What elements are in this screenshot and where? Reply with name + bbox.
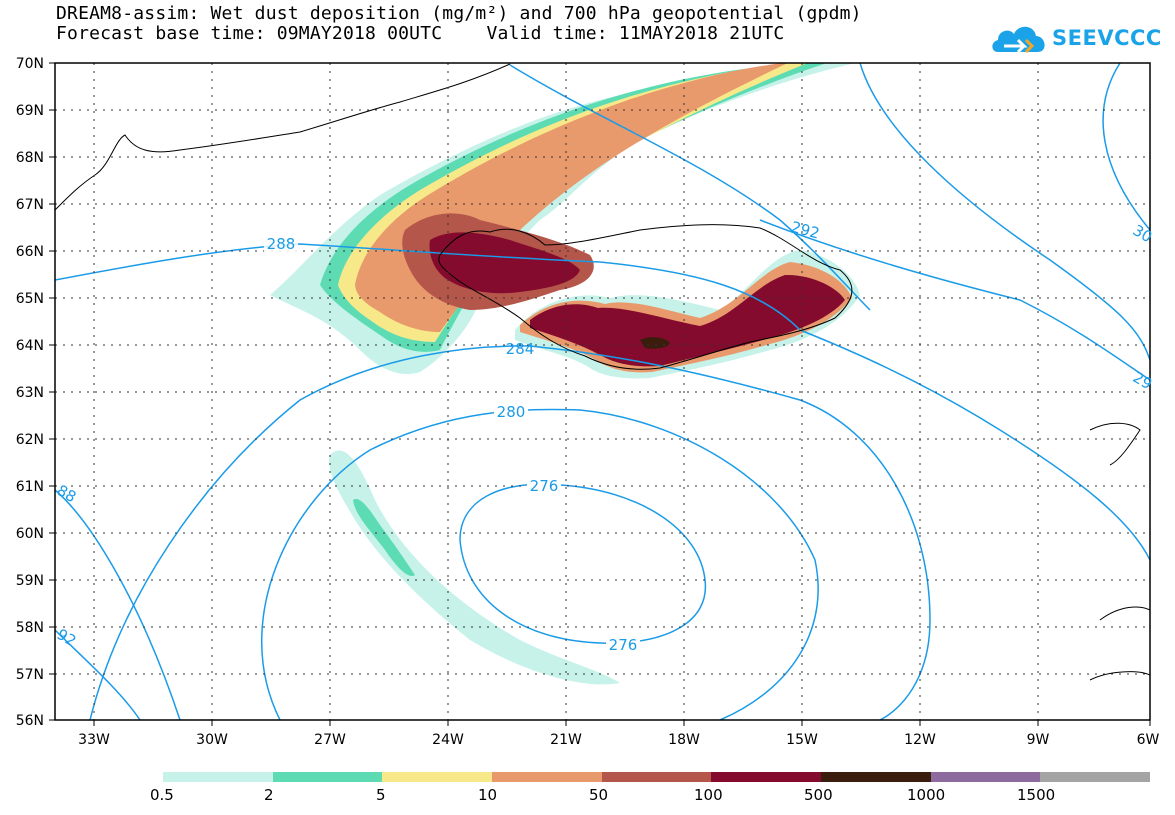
- lat-label: 58N: [16, 620, 44, 636]
- contour-label-92: 92: [54, 625, 80, 650]
- contour-284: [89, 345, 931, 720]
- legend-label: 0.5: [150, 786, 174, 804]
- lat-label: 70N: [16, 56, 44, 72]
- dust-south-streak-light: [329, 450, 620, 685]
- contour-ne-3: [1102, 63, 1150, 231]
- contour-label-29: 29: [1130, 368, 1156, 393]
- lon-label: 33W: [78, 732, 110, 748]
- cloud-icon: [992, 26, 1045, 54]
- contour-label-276: 276: [530, 477, 559, 495]
- dust-deposition-field: [270, 63, 860, 685]
- contour-label-288: 288: [267, 235, 296, 253]
- legend-label: 1000: [907, 786, 946, 804]
- lat-label: 66N: [16, 244, 44, 260]
- legend-swatch: [601, 772, 712, 782]
- lon-label: 6W: [1137, 732, 1160, 748]
- lat-label: 68N: [16, 150, 44, 166]
- dust-south-streak-core: [353, 499, 415, 576]
- contour-292-right: [759, 219, 1150, 381]
- legend-label: 1500: [1017, 786, 1056, 804]
- faroe-shetland-coast: [1089, 422, 1141, 466]
- lon-label: 21W: [550, 732, 582, 748]
- lat-label: 56N: [16, 713, 44, 729]
- contour-label-30: 30: [1130, 221, 1156, 246]
- greenland-coast: [55, 63, 511, 211]
- contour-ne-1: [509, 64, 871, 311]
- contour-276: [459, 483, 707, 644]
- color-legend-bar: [163, 772, 1151, 782]
- legend-swatch: [382, 772, 493, 782]
- contour-280: [260, 408, 819, 720]
- legend-swatch: [711, 772, 822, 782]
- longitude-labels: 33W 30W 27W 24W 21W 18W 15W 12W 9W 6W: [78, 732, 1159, 748]
- legend-swatch: [1040, 772, 1151, 782]
- contour-labels: 288 292 284 280 276 276 30 29 88 92: [54, 218, 1156, 654]
- forecast-time-subtitle: Forecast base time: 09MAY2018 00UTC Vali…: [56, 23, 785, 44]
- legend-swatch: [492, 772, 602, 782]
- lat-label: 65N: [16, 291, 44, 307]
- lat-label: 67N: [16, 197, 44, 213]
- legend-label: 500: [804, 786, 833, 804]
- lat-label: 63N: [16, 385, 44, 401]
- dust-south-darkest: [640, 337, 670, 349]
- lon-label: 24W: [432, 732, 464, 748]
- lat-label: 60N: [16, 526, 44, 542]
- contour-label-276: 276: [609, 636, 638, 654]
- coastlines: [55, 63, 1150, 681]
- lat-label: 61N: [16, 479, 44, 495]
- legend-swatch: [821, 772, 931, 782]
- logo-text: SEEVCCC: [1052, 26, 1162, 50]
- contour-label-292: 292: [789, 218, 821, 243]
- dust-core-west-dark: [429, 232, 580, 294]
- map-title: DREAM8-assim: Wet dust deposition (mg/m²…: [56, 3, 862, 24]
- lat-label: 69N: [16, 103, 44, 119]
- legend-label: 50: [589, 786, 609, 804]
- contour-label-88: 88: [54, 481, 80, 506]
- lon-label: 27W: [314, 732, 346, 748]
- lon-label: 9W: [1027, 732, 1050, 748]
- latitude-labels: 70N 69N 68N 67N 66N 65N 64N 63N 62N 61N …: [16, 56, 44, 729]
- lon-label: 15W: [786, 732, 818, 748]
- lat-label: 57N: [16, 667, 44, 683]
- legend-label: 100: [694, 786, 723, 804]
- lon-label: 12W: [904, 732, 936, 748]
- lon-label: 30W: [196, 732, 228, 748]
- lat-label: 64N: [16, 338, 44, 354]
- axis-ticks: [49, 62, 1151, 726]
- contour-label-284: 284: [506, 340, 535, 358]
- contour-label-280: 280: [497, 403, 526, 421]
- geopotential-contours: [55, 63, 1150, 720]
- legend-label: 10: [478, 786, 498, 804]
- legend-swatch: [163, 772, 273, 782]
- grid-lines: [55, 63, 1150, 720]
- iceland-coast: [438, 224, 853, 370]
- legend-swatch: [930, 772, 1041, 782]
- legend-label: 2: [264, 786, 274, 804]
- lat-label: 62N: [16, 432, 44, 448]
- contour-west-2: [55, 629, 141, 720]
- contour-west-1: [55, 489, 181, 720]
- contour-ne-2: [859, 63, 1150, 361]
- lon-label: 18W: [668, 732, 700, 748]
- legend-swatch: [272, 772, 383, 782]
- scotland-coast: [1089, 606, 1150, 681]
- dust-south-core: [530, 274, 845, 367]
- lat-label: 59N: [16, 573, 44, 589]
- seevccc-logo: SEEVCCC: [990, 20, 1161, 60]
- legend-label: 5: [376, 786, 386, 804]
